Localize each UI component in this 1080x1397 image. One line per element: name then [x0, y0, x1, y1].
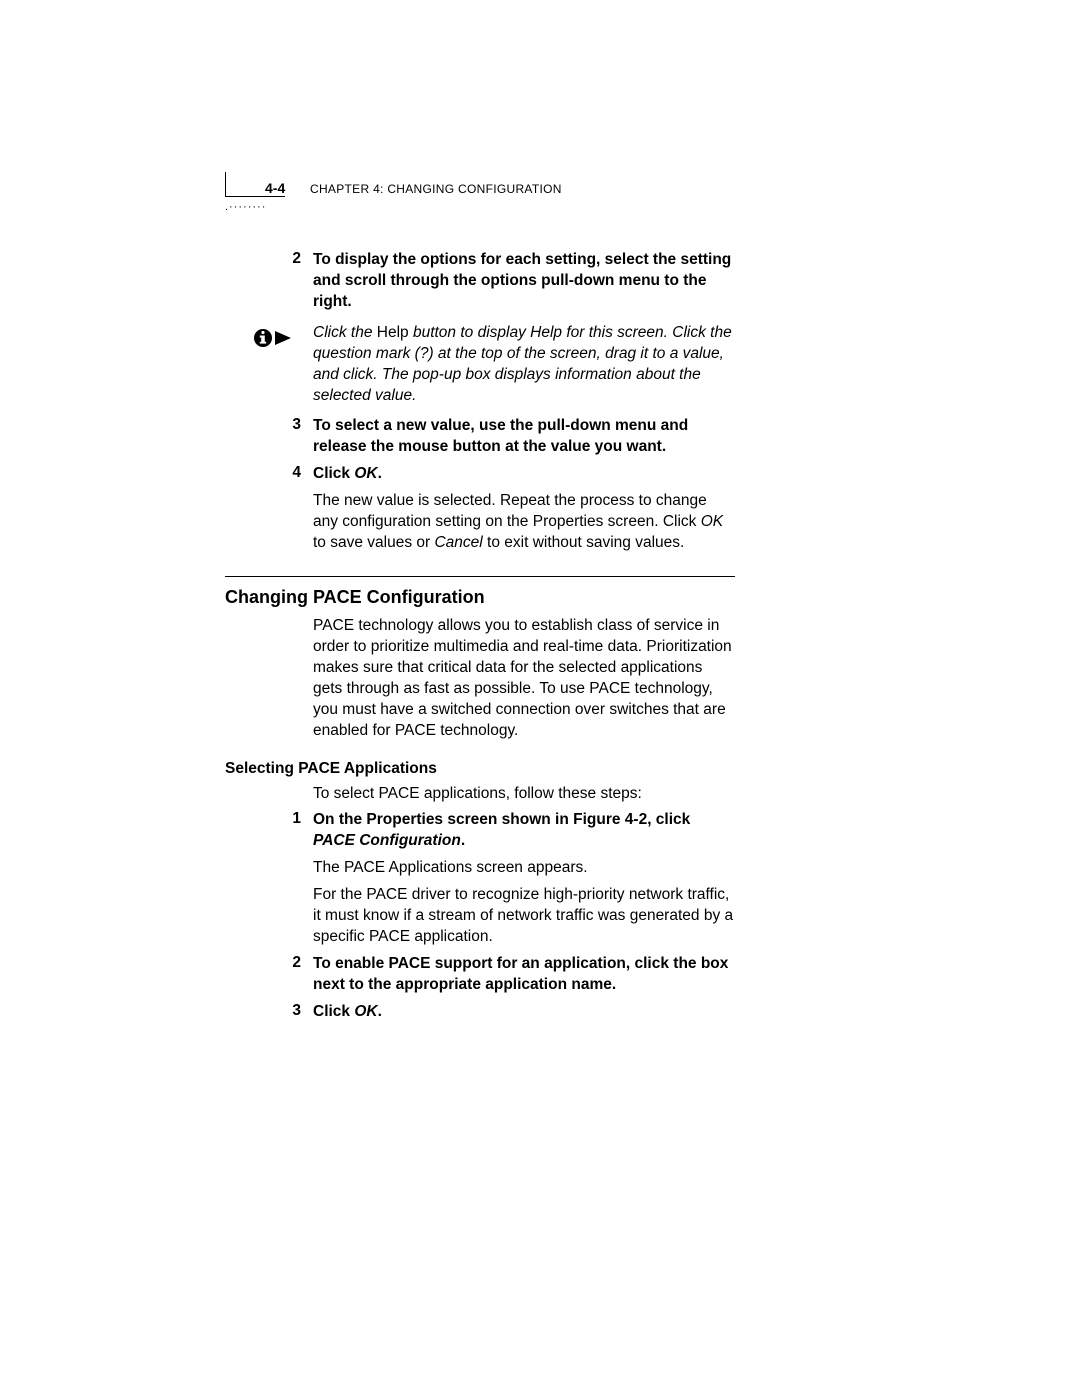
s1-pace: PACE Configuration: [313, 832, 461, 849]
sub-followup2: For the PACE driver to recognize high-pr…: [313, 885, 735, 948]
subsection-intro-block: To select PACE applications, follow thes…: [225, 784, 735, 805]
sub-followup2-block: For the PACE driver to recognize high-pr…: [225, 885, 735, 948]
page-content: 2 To display the options for each settin…: [225, 250, 735, 1029]
info-note: Click the Help button to display Help fo…: [225, 323, 735, 407]
s3-post: .: [378, 1003, 382, 1020]
ok-word: OK: [354, 465, 377, 482]
step-number: 2: [225, 250, 313, 313]
section-intro-block: PACE technology allows you to establish …: [225, 616, 735, 742]
step-2-top: 2 To display the options for each settin…: [225, 250, 735, 313]
step-3: 3 To select a new value, use the pull-do…: [225, 416, 735, 458]
click-prefix: Click: [313, 465, 354, 482]
fu-cancel: Cancel: [434, 534, 482, 551]
info-note-text: Click the Help button to display Help fo…: [313, 323, 735, 407]
fu-post: to exit without saving values.: [483, 534, 685, 551]
sub-step-2: 2 To enable PACE support for an applicat…: [225, 954, 735, 996]
subsection-intro: To select PACE applications, follow thes…: [313, 784, 735, 805]
fu-ok: OK: [701, 513, 723, 530]
step-number: 2: [225, 954, 313, 996]
section-heading: Changing PACE Configuration: [225, 587, 735, 608]
step-text: To enable PACE support for an applicatio…: [313, 954, 735, 996]
subsection-heading: Selecting PACE Applications: [225, 760, 735, 778]
section-divider: [225, 576, 735, 577]
fu-mid: to save values or: [313, 534, 434, 551]
info-help-word: Help: [377, 324, 409, 341]
info-icon-wrap: [225, 323, 313, 407]
header-dots: .········: [225, 201, 285, 211]
step-text: On the Properties screen shown in Figure…: [313, 810, 735, 852]
step-text: Click OK.: [313, 1002, 735, 1023]
step-number: 3: [225, 1002, 313, 1023]
s3-ok: OK: [354, 1003, 377, 1020]
sub-step-3: 3 Click OK.: [225, 1002, 735, 1023]
step-number: 3: [225, 416, 313, 458]
s1-pre: On the Properties screen shown in Figure…: [313, 811, 690, 828]
page-number: 4-4: [265, 180, 285, 196]
step-text: To select a new value, use the pull-down…: [313, 416, 735, 458]
info-prefix: Click the: [313, 324, 377, 341]
chapter-label: CHAPTER 4: CHANGING CONFIGURATION: [310, 182, 562, 196]
sub-step-1: 1 On the Properties screen shown in Figu…: [225, 810, 735, 852]
info-icon: [253, 325, 293, 351]
click-suffix: .: [378, 465, 382, 482]
step-number: 1: [225, 810, 313, 852]
section-intro: PACE technology allows you to establish …: [313, 616, 735, 742]
step-text: Click OK.: [313, 464, 735, 485]
step-number: 4: [225, 464, 313, 485]
step-4: 4 Click OK.: [225, 464, 735, 485]
s1-post: .: [461, 832, 465, 849]
sub-followup1: The PACE Applications screen appears.: [313, 858, 735, 879]
sub-followup1-block: The PACE Applications screen appears.: [225, 858, 735, 879]
step-4-followup: The new value is selected. Repeat the pr…: [225, 491, 735, 554]
s3-pre: Click: [313, 1003, 354, 1020]
fu-pre: The new value is selected. Repeat the pr…: [313, 492, 707, 530]
followup-text: The new value is selected. Repeat the pr…: [313, 491, 735, 554]
step-text: To display the options for each setting,…: [313, 250, 735, 313]
